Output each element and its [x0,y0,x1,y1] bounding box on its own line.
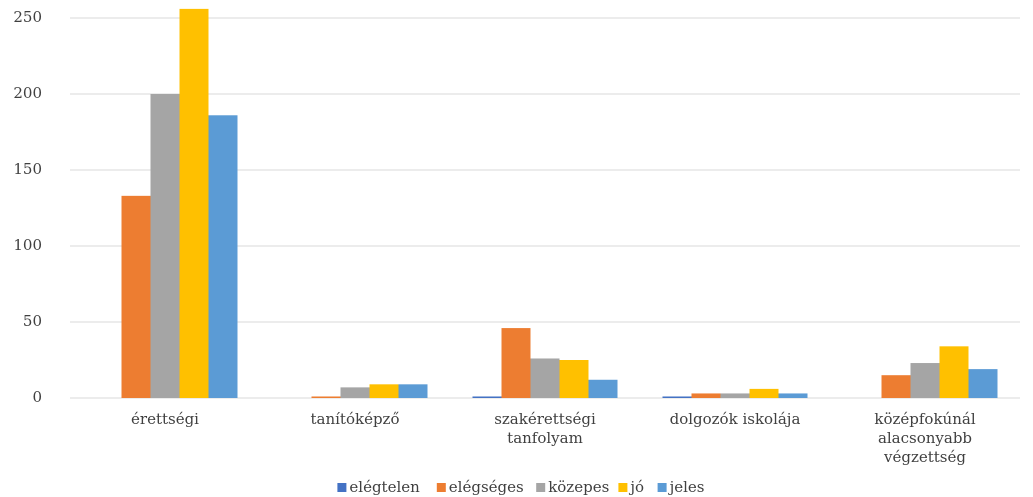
bar [340,387,370,398]
legend-swatch [618,483,628,492]
bar [398,384,428,398]
x-tick-label: középfokúnál alacsonyabb végzettség [874,410,976,466]
y-tick-label: 250 [13,8,42,26]
bar [968,369,998,398]
legend-swatch [436,483,446,492]
bar [691,393,721,398]
legend-swatch [657,483,667,492]
y-tick-label: 50 [23,312,42,330]
y-tick-label: 100 [13,236,42,254]
bar [150,94,180,398]
legend-label: közepes [548,478,609,496]
y-tick-label: 150 [13,160,42,178]
bar [910,363,940,398]
bar [179,8,209,398]
legend-label: jó [628,478,644,496]
y-tick-label: 0 [32,388,42,406]
x-tick-label: tanítóképző [310,410,400,428]
legend-label: elégtelen [349,478,420,496]
bar [208,115,238,398]
bar [778,393,808,398]
bar [501,328,531,398]
bar [662,396,692,398]
x-tick-label: szakérettségi tanfolyam [494,410,596,447]
bar [939,346,969,398]
legend-label: jeles [668,478,705,496]
bar [881,375,911,398]
bar [530,358,560,398]
bar [121,195,151,398]
bar [369,384,399,398]
bar [311,396,341,398]
y-tick-label: 200 [13,84,42,102]
bar [559,360,589,398]
bar [472,396,502,398]
bar [588,379,618,398]
legend-swatch [536,483,546,492]
x-tick-label: érettségi [131,410,199,428]
legend-label: elégséges [449,478,524,496]
bar [749,388,779,398]
bar [720,393,750,398]
x-tick-label: dolgozók iskolája [669,410,801,428]
legend-swatch [337,483,347,492]
